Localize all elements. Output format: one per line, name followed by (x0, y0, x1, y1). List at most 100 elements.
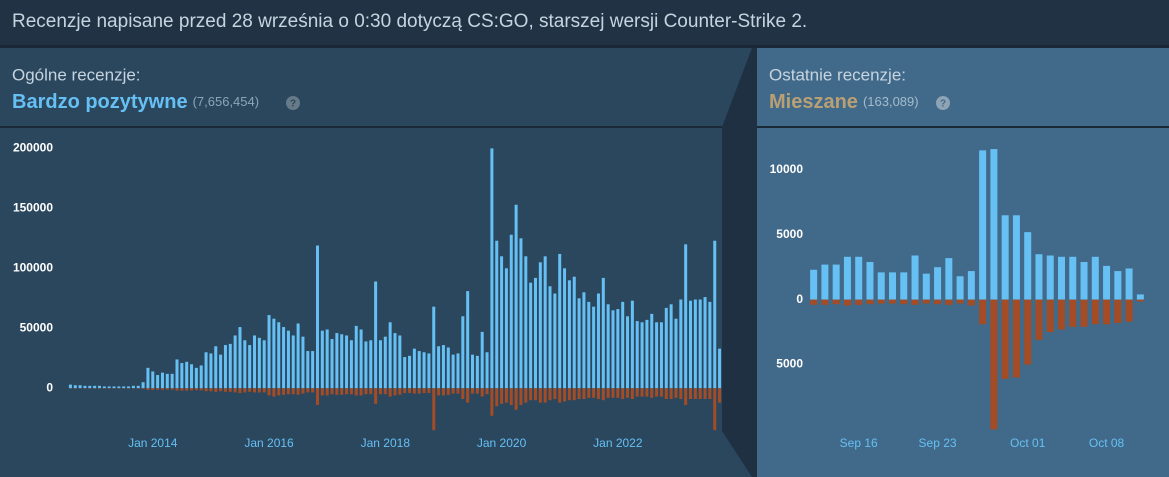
bar (441, 388, 445, 396)
bar (175, 359, 179, 389)
overall-panel (0, 48, 752, 477)
bar (233, 388, 237, 393)
bar (475, 355, 479, 389)
bar (156, 388, 160, 390)
bar (509, 234, 513, 389)
help-icon[interactable] (286, 96, 300, 110)
bar (301, 336, 305, 389)
y-tick-label: 5000 (776, 357, 803, 371)
bar (228, 388, 232, 392)
help-icon[interactable] (936, 96, 950, 110)
bar (403, 388, 407, 394)
bar (640, 322, 644, 389)
bar (650, 388, 654, 398)
bar (204, 352, 208, 389)
bar (180, 388, 184, 391)
bar (194, 367, 198, 389)
bar (480, 331, 484, 389)
bar (214, 388, 218, 392)
bar (538, 262, 542, 389)
bar (533, 277, 537, 389)
bar (451, 388, 455, 394)
bar (1035, 299, 1043, 340)
bar (504, 268, 508, 389)
bar (548, 286, 552, 389)
bar (388, 388, 392, 397)
bar (572, 276, 576, 389)
bar (889, 272, 896, 300)
bar (1091, 256, 1099, 300)
bar (693, 299, 697, 389)
bar (524, 388, 528, 403)
bar (616, 309, 620, 389)
y-tick-label: 0 (46, 380, 53, 394)
bar (630, 300, 634, 389)
notice-bar (0, 0, 1169, 45)
bar (480, 388, 484, 397)
bar (223, 345, 227, 389)
bar (538, 388, 542, 403)
bar (466, 291, 470, 389)
bar (587, 388, 591, 398)
bar (500, 256, 504, 389)
bar (495, 388, 499, 407)
bar (233, 335, 237, 389)
bar (151, 388, 155, 391)
bar (204, 388, 208, 392)
bar (866, 261, 874, 300)
bar (810, 269, 818, 300)
bar (529, 282, 533, 389)
bar (180, 363, 184, 389)
bar (378, 388, 382, 395)
bar (1058, 299, 1065, 330)
bar (243, 340, 247, 389)
bar (446, 347, 450, 389)
bar (393, 333, 397, 389)
bar (679, 388, 683, 400)
help-icon-text[interactable]: ? (940, 99, 946, 110)
bar (315, 388, 319, 406)
bar (151, 371, 155, 389)
bar (529, 388, 533, 401)
bar (567, 388, 571, 401)
bar (1136, 294, 1144, 300)
recent-summary-line: Mieszane (163,089) (769, 91, 919, 113)
bar (832, 264, 840, 300)
help-icon-text[interactable]: ? (290, 99, 296, 110)
bar (117, 386, 121, 389)
bar (427, 353, 431, 389)
bar (408, 355, 412, 389)
bar (359, 329, 363, 389)
bar (664, 388, 668, 400)
overall-count: (7,656,454) (193, 94, 260, 109)
bar (684, 244, 688, 389)
bar (669, 388, 673, 400)
bar (146, 388, 150, 391)
bar (635, 388, 639, 397)
bar (209, 388, 213, 392)
bar (160, 388, 164, 390)
bar (606, 304, 610, 389)
bar (335, 388, 339, 395)
bar (640, 388, 644, 397)
bar (272, 318, 276, 389)
bar (296, 323, 300, 389)
bar (592, 388, 596, 398)
bar (703, 388, 707, 400)
bar (398, 335, 402, 389)
bar (1103, 265, 1111, 300)
bar (466, 388, 470, 403)
recent-label: Ostatnie recenzje: (769, 65, 906, 84)
bar (257, 388, 261, 393)
bar (185, 388, 189, 391)
bar (277, 388, 281, 396)
bar (475, 388, 479, 394)
bar (306, 351, 310, 389)
bar (490, 148, 494, 389)
bar (967, 271, 975, 300)
bar (112, 386, 116, 389)
bar (934, 267, 942, 300)
bar (441, 345, 445, 389)
bar (456, 388, 460, 394)
bar (199, 388, 203, 391)
